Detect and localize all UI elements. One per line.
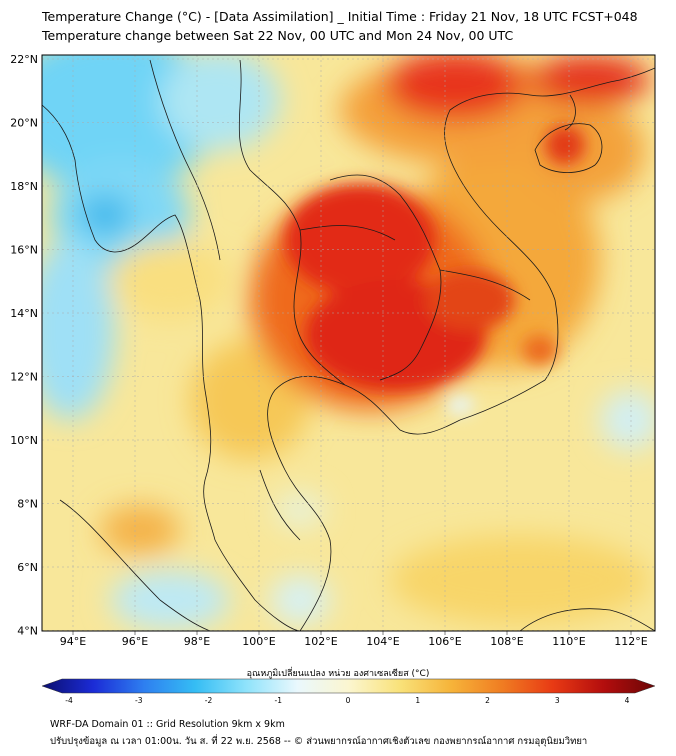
footer-model-info: WRF-DA Domain 01 :: Grid Resolution 9km … — [50, 719, 285, 730]
lat-tick-label: 4°N — [17, 625, 38, 638]
lat-tick-label: 18°N — [10, 180, 38, 193]
colorbar-tick-label: 1 — [415, 696, 420, 705]
coastlines — [42, 59, 655, 631]
colorbar-tick-label: 0 — [346, 696, 351, 705]
colorbar: -4 -3 -2 -1 0 1 2 3 4 — [41, 678, 656, 705]
colorbar-tick-label: 2 — [485, 696, 490, 705]
footer-credit: ปรับปรุงข้อมูล ณ เวลา 01:00น. วัน ส. ที่… — [50, 736, 588, 747]
colorbar-tick-label: -3 — [135, 696, 143, 705]
lat-tick-label: 16°N — [10, 244, 38, 257]
lat-tick-label: 14°N — [10, 307, 38, 320]
lon-tick-label: 100°E — [242, 635, 275, 648]
lon-tick-label: 102°E — [304, 635, 337, 648]
lat-tick-label: 20°N — [10, 117, 38, 130]
colorbar-tick-label: -4 — [65, 696, 73, 705]
lon-tick-label: 108°E — [490, 635, 523, 648]
map-title: Temperature Change (°C) - [Data Assimila… — [42, 9, 638, 24]
colorbar-tick-label: -1 — [275, 696, 283, 705]
lon-tick-label: 94°E — [60, 635, 86, 648]
lat-tick-label: 10°N — [10, 434, 38, 447]
lon-tick-label: 96°E — [122, 635, 148, 648]
lon-tick-label: 98°E — [184, 635, 210, 648]
colorbar-label: อุณหภูมิเปลี่ยนแปลง หน่วย องศาเซลเซียส (… — [246, 669, 430, 679]
lat-tick-label: 6°N — [17, 561, 38, 574]
lon-tick-label: 112°E — [614, 635, 647, 648]
latitude-ticks: 22°N 20°N 18°N 16°N 14°N 12°N 10°N 8°N 6°N 4°N — [10, 53, 38, 638]
longitude-ticks: 94°E 96°E 98°E 100°E 102°E 104°E 106°E 108°E 110… — [60, 635, 648, 648]
map-frame — [41, 54, 656, 632]
lat-tick-label: 8°N — [17, 498, 38, 511]
colorbar-tick-label: 4 — [625, 696, 630, 705]
colorbar-tick-label: 3 — [555, 696, 560, 705]
lon-tick-label: 110°E — [552, 635, 585, 648]
lat-tick-label: 22°N — [10, 53, 38, 66]
colorbar-tick-label: -2 — [205, 696, 213, 705]
lon-tick-label: 106°E — [428, 635, 461, 648]
lon-tick-label: 104°E — [366, 635, 399, 648]
lat-tick-label: 12°N — [10, 371, 38, 384]
gridlines — [42, 55, 655, 635]
map-subtitle: Temperature change between Sat 22 Nov, 0… — [42, 28, 514, 43]
